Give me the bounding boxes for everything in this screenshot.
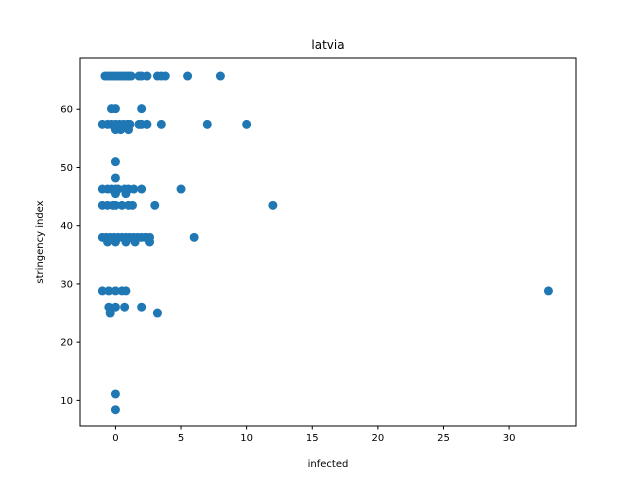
data-point [124,125,134,135]
x-tick-label: 10 [240,433,253,444]
data-point [137,104,147,114]
data-point [189,232,199,242]
y-tick-label: 10 [60,396,73,407]
data-point [242,119,252,129]
data-point [543,286,553,296]
data-point [121,189,131,199]
data-point [110,302,120,312]
data-point [120,302,130,312]
y-axis-label: stringency index [35,200,46,283]
data-point [145,237,155,247]
data-point [121,237,131,247]
data-point [105,308,115,318]
data-point [110,104,120,114]
data-point [129,184,139,194]
data-point [183,71,193,81]
data-points [97,71,553,415]
y-tick-label: 20 [60,338,73,349]
plot-frame [79,57,577,427]
data-point [103,237,113,247]
data-point [142,119,152,129]
x-tick-label: 25 [437,433,450,444]
y-axis-ticks: 10 20 30 40 50 60 [60,105,80,407]
x-tick-label: 0 [112,433,118,444]
data-point [97,286,107,296]
x-tick-label: 5 [178,433,184,444]
data-point [142,71,152,81]
data-point [160,71,170,81]
x-tick-label: 30 [503,433,516,444]
x-axis-ticks: 0 5 10 15 20 25 30 [112,426,515,444]
y-tick-label: 60 [60,105,73,116]
data-point [268,200,278,210]
data-point [137,184,147,194]
data-point [126,71,136,81]
data-point [110,200,120,210]
data-point [110,389,120,399]
data-point [137,302,147,312]
y-tick-label: 40 [60,221,73,232]
data-point [110,237,120,247]
data-point [176,184,186,194]
data-point [127,200,137,210]
data-point [110,405,120,415]
data-point [110,157,120,167]
x-tick-label: 20 [371,433,384,444]
data-point [110,173,120,183]
data-point [156,119,166,129]
data-point [110,189,120,199]
chart-title: latvia [311,38,344,52]
data-point [117,200,127,210]
data-point [150,200,160,210]
y-tick-label: 50 [60,163,73,174]
data-point [215,71,225,81]
x-tick-label: 15 [306,433,319,444]
data-point [104,286,114,296]
data-point [130,237,140,247]
data-point [116,125,126,135]
data-point [121,286,131,296]
x-axis-label: infected [308,459,349,470]
data-point [152,308,162,318]
y-tick-label: 30 [60,279,73,290]
data-point [110,286,120,296]
data-point [202,119,212,129]
